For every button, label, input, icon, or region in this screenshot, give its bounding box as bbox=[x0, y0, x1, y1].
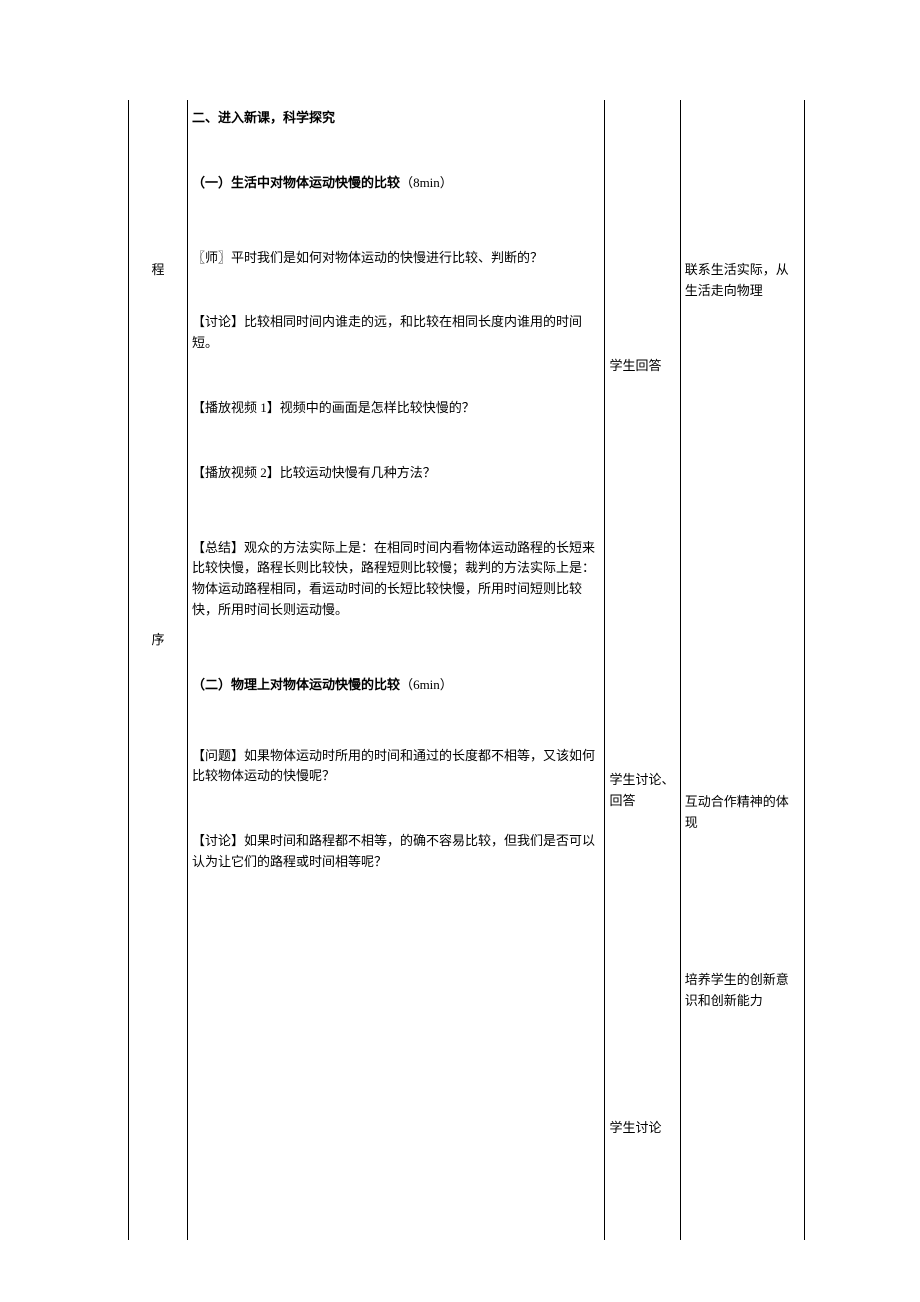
col1-char-2: 序 bbox=[129, 630, 187, 651]
teacher-question-1: 〖师〗平时我们是如何对物体运动的快慢进行比较、判断的？ bbox=[192, 248, 600, 269]
col1-char-1: 程 bbox=[129, 260, 187, 281]
document-page: 程 序 二、进入新课，科学探究 （一）生活中对物体运动快慢的比较（8min） 〖… bbox=[0, 0, 920, 1302]
sec2-title-text: （二）物理上对物体运动快慢的比较 bbox=[192, 677, 400, 692]
col-design-intent: 联系生活实际，从生活走向物理 互动合作精神的体现 培养学生的创新意识和创新能力 bbox=[680, 100, 804, 1240]
student-activity-2: 学生讨论、回答 bbox=[609, 770, 675, 812]
col-teaching-content: 二、进入新课，科学探究 （一）生活中对物体运动快慢的比较（8min） 〖师〗平时… bbox=[188, 100, 605, 1240]
summary-1: 【总结】观众的方法实际上是：在相同时间内看物体运动路程的长短来比较快慢，路程长则… bbox=[192, 538, 600, 621]
subsection-1-title: （一）生活中对物体运动快慢的比较（8min） bbox=[192, 173, 600, 194]
video-1: 【播放视频 1】视频中的画面是怎样比较快慢的？ bbox=[192, 398, 600, 419]
section-heading: 二、进入新课，科学探究 bbox=[192, 108, 600, 129]
video-2: 【播放视频 2】比较运动快慢有几种方法？ bbox=[192, 463, 600, 484]
question-1: 【问题】如果物体运动时所用的时间和通过的长度都不相等，又该如何比较物体运动的快慢… bbox=[192, 746, 600, 788]
sec1-time: （8min） bbox=[400, 175, 453, 190]
design-intent-3: 培养学生的创新意识和创新能力 bbox=[685, 970, 800, 1012]
sec1-title-text: （一）生活中对物体运动快慢的比较 bbox=[192, 175, 400, 190]
student-activity-1: 学生回答 bbox=[609, 356, 675, 377]
student-activity-3: 学生讨论 bbox=[609, 1118, 675, 1139]
lesson-plan-table: 程 序 二、进入新课，科学探究 （一）生活中对物体运动快慢的比较（8min） 〖… bbox=[128, 100, 805, 1240]
discussion-2: 【讨论】如果时间和路程都不相等，的确不容易比较，但我们是否可以认为让它们的路程或… bbox=[192, 831, 600, 873]
col-process-label: 程 序 bbox=[129, 100, 188, 1240]
subsection-2-title: （二）物理上对物体运动快慢的比较（6min） bbox=[192, 675, 600, 696]
sec2-time: （6min） bbox=[400, 677, 453, 692]
discussion-1: 【讨论】比较相同时间内谁走的远，和比较在相同长度内谁用的时间短。 bbox=[192, 312, 600, 354]
design-intent-1: 联系生活实际，从生活走向物理 bbox=[685, 260, 800, 302]
design-intent-2: 互动合作精神的体现 bbox=[685, 792, 800, 834]
col-student-activity: 学生回答 学生讨论、回答 学生讨论 bbox=[605, 100, 680, 1240]
